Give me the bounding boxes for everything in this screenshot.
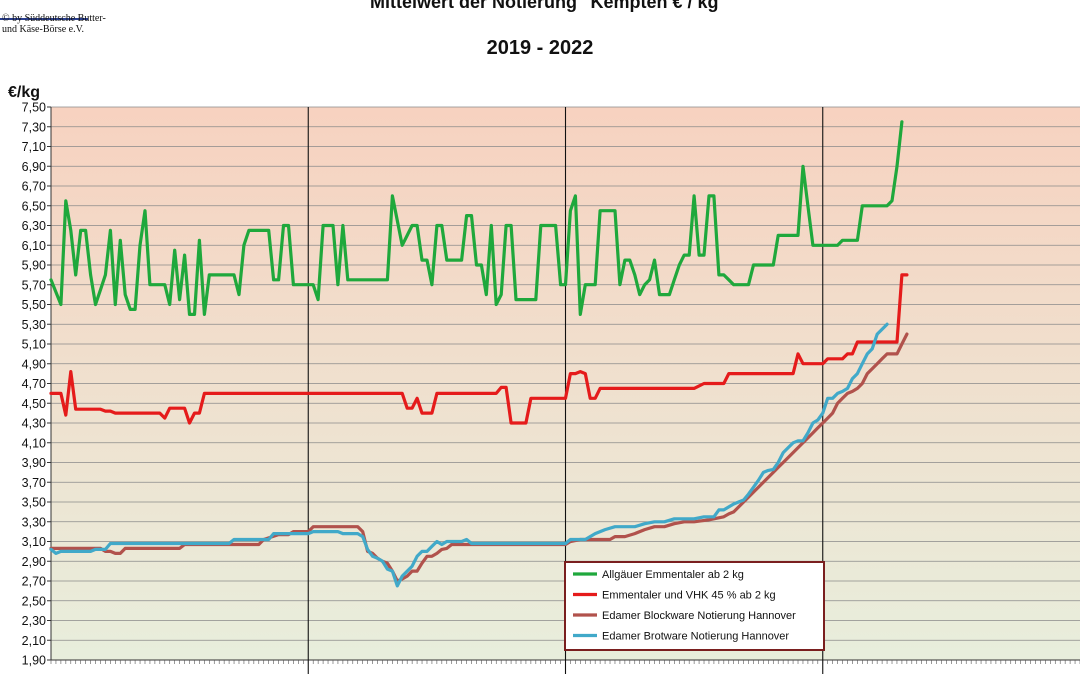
- y-tick-label: 6,50: [22, 199, 46, 213]
- y-tick-label: 4,30: [22, 417, 46, 431]
- copyright-text: © by Süddeutsche Butter- und Käse-Börse …: [2, 13, 106, 35]
- series-lines: [49, 120, 909, 588]
- y-tick-label: 5,90: [22, 259, 46, 273]
- series-line: [49, 273, 909, 425]
- y-axis: 1,90 2,10 2,30 2,50 2,70 2,90 3,10 3,30 3,50 3,70…: [22, 101, 52, 668]
- legend-label: Edamer Blockware Notierung Hannover: [602, 610, 796, 622]
- legend-label: Emmentaler und VHK 45 % ab 2 kg: [602, 590, 776, 602]
- logo-mark: [0, 0, 88, 20]
- y-tick-label: 2,90: [22, 555, 46, 569]
- y-axis-label: €/kg: [8, 84, 40, 101]
- y-tick-label: 2,10: [22, 634, 46, 648]
- y-tick-label: 2,50: [22, 594, 46, 608]
- y-tick-label: 6,70: [22, 180, 46, 194]
- y-tick-label: 1,90: [22, 654, 46, 668]
- series-line: [49, 322, 889, 588]
- logo: © by Süddeutsche Butter- und Käse-Börse …: [0, 0, 118, 46]
- y-tick-label: 6,30: [22, 219, 46, 233]
- y-tick-label: 6,10: [22, 239, 46, 253]
- y-tick-label: 2,70: [22, 575, 46, 589]
- y-tick-label: 5,30: [22, 318, 46, 332]
- y-tick-label: 4,90: [22, 357, 46, 371]
- y-tick-label: 4,70: [22, 377, 46, 391]
- y-tick-label: 7,30: [22, 120, 46, 134]
- y-tick-label: 3,70: [22, 476, 46, 490]
- y-tick-label: 4,50: [22, 397, 46, 411]
- y-tick-label: 5,10: [22, 338, 46, 352]
- chart-title: "Mittelwert der Notierung" Kempten € / k…: [361, 0, 719, 12]
- y-tick-label: 4,10: [22, 436, 46, 450]
- chart-subtitle: 2019 - 2022: [486, 37, 594, 59]
- legend-box: [564, 561, 825, 651]
- y-tick-label: 7,50: [22, 101, 46, 115]
- y-tick-label: 5,70: [22, 278, 46, 292]
- y-tick-label: 3,30: [22, 515, 46, 529]
- legend: Allgäuer Emmentaler ab 2 kg Emmentaler un…: [564, 561, 825, 651]
- y-tick-label: 2,30: [22, 614, 46, 628]
- legend-label: Edamer Brotware Notierung Hannover: [602, 631, 789, 643]
- y-tick-label: 3,50: [22, 496, 46, 510]
- y-tick-label: 7,10: [22, 140, 46, 154]
- y-tick-label: 3,90: [22, 456, 46, 470]
- legend-label: Allgäuer Emmentaler ab 2 kg: [602, 569, 744, 581]
- series-line: [49, 120, 904, 316]
- y-tick-label: 5,50: [22, 298, 46, 312]
- y-tick-label: 3,10: [22, 535, 46, 549]
- y-tick-label: 6,90: [22, 160, 46, 174]
